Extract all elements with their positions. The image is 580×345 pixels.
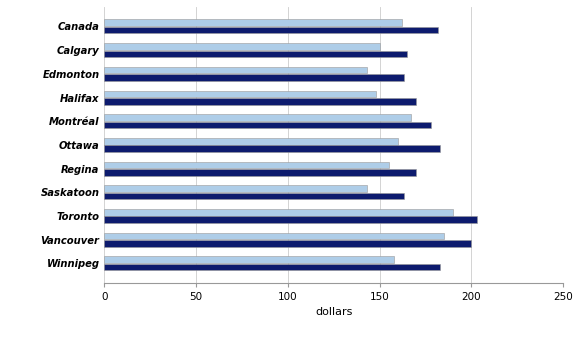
Bar [104, 90, 376, 97]
X-axis label: dollars: dollars [315, 307, 353, 317]
Bar [104, 185, 367, 192]
Bar [104, 43, 380, 50]
Bar [104, 114, 411, 121]
Bar [104, 121, 431, 128]
Bar [104, 216, 477, 223]
Bar [104, 169, 416, 176]
Bar [104, 98, 416, 105]
Bar [104, 256, 394, 263]
Bar [104, 233, 444, 239]
Bar [104, 138, 398, 145]
Bar [104, 50, 407, 57]
Bar [104, 19, 402, 26]
Bar [104, 145, 440, 152]
Bar [104, 240, 472, 247]
Bar [104, 264, 440, 270]
Bar [104, 67, 367, 73]
Bar [104, 209, 453, 216]
Bar [104, 27, 438, 33]
Bar [104, 193, 404, 199]
Bar [104, 74, 404, 81]
Bar [104, 161, 389, 168]
